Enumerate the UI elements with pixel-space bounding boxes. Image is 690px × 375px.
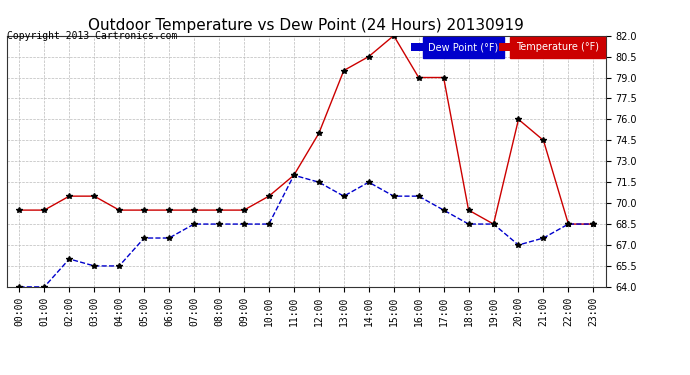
Text: Copyright 2013 Cartronics.com: Copyright 2013 Cartronics.com xyxy=(7,32,177,41)
Legend: Dew Point (°F), Temperature (°F): Dew Point (°F), Temperature (°F) xyxy=(408,40,601,54)
Title: Outdoor Temperature vs Dew Point (24 Hours) 20130919: Outdoor Temperature vs Dew Point (24 Hou… xyxy=(88,18,524,33)
